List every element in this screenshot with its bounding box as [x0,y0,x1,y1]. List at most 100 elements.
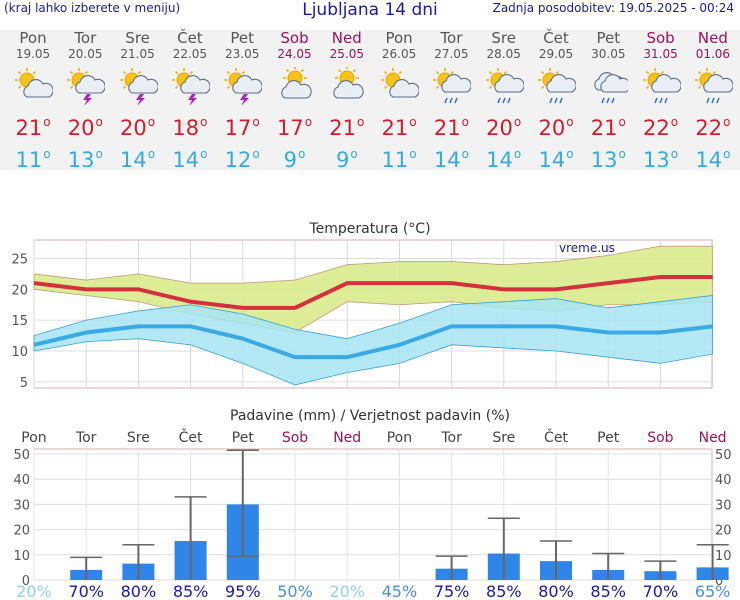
max-temperature: 21o [329,115,365,140]
max-temperature: 20o [120,115,156,140]
day-date: 24.05 [277,47,312,61]
day-column: Tor 27.05 21o 14o [425,30,477,173]
max-temperature: 22o [695,115,731,140]
max-temperature: 17o [276,115,313,140]
precip-probability-label: 70% [68,582,104,600]
precip-probability-label: 85% [590,582,626,600]
day-name: Pon [19,29,47,47]
min-temperature: 11o [15,147,51,172]
y-tick-label-right: 30 [715,498,732,513]
day-column: Ned 01.06 22o 14o [687,30,739,173]
day-date: 21.05 [120,47,155,61]
y-tick-label: 25 [11,253,28,268]
min-temperature: 13o [590,147,626,172]
sun-rain-icon [530,67,582,104]
precip-day-label: Sre [127,430,150,446]
day-name: Ned [697,29,728,47]
max-temperature: 21o [433,115,469,140]
min-temperature: 14o [172,147,208,172]
precip-day-label: Sob [282,430,308,446]
max-temperature: 21o [381,115,417,140]
y-tick-label: 10 [11,345,28,360]
sun-cloud-icon [7,67,59,103]
sun-thunderstorm-icon [112,67,164,106]
precip-probability-label: 80% [121,582,157,600]
precip-probability-label: 75% [434,582,470,600]
day-date: 23.05 [225,47,260,61]
max-temperature: 21o [15,115,51,140]
day-name: Čet [177,29,203,47]
location-menu-hint[interactable]: (kraj lahko izberete v meniju) [4,1,181,15]
day-date: 27.05 [434,47,469,61]
last-updated: Zadnja posodobitev: 19.05.2025 - 00:24 [492,1,734,15]
precip-day-label: Čet [179,428,203,446]
precip-day-label: Pet [232,430,255,446]
day-date: 01.06 [695,47,731,61]
y-tick-label: 20 [13,524,30,539]
min-temperature: 13o [643,147,679,172]
precip-day-label: Sre [492,430,515,446]
day-name: Pon [385,29,413,47]
sun-rain-icon [425,67,477,104]
max-temperature: 21o [590,115,626,140]
max-temperature: 22o [643,115,679,140]
max-temperature-line [33,275,713,310]
min-temperature: 12o [224,147,260,172]
min-temperature-line [33,324,713,360]
min-temperature: 14o [486,147,522,172]
precip-day-label: Pet [597,430,620,446]
day-column: Pet 30.05 21o 13o [582,30,634,173]
precip-probability-label: 45% [382,582,418,600]
day-column: Pon 19.05 21o 11o [7,30,59,173]
precip-probability-label: 65% [695,582,731,600]
sun-thunderstorm-icon [216,67,268,106]
cloud-sun-icon [321,66,373,103]
precip-probability-label: 80% [538,582,574,600]
precipitation-chart-title: Padavine (mm) / Verjetnost padavin (%) [230,408,510,424]
min-temperature: 14o [120,147,156,172]
precip-probability-label: 20% [16,582,52,600]
y-tick-label: 20 [11,283,28,298]
watermark: vreme.us [559,241,615,255]
sun-thunderstorm-icon [164,67,216,106]
y-tick-label-right: 50 [715,448,732,463]
y-tick-label: 0 [22,574,30,589]
day-name: Čet [543,29,569,47]
day-column: Čet 29.05 20o 14o [530,30,582,173]
day-name: Sre [125,29,150,47]
precip-day-label: Ned [699,430,727,446]
precip-probability-label: 85% [173,582,209,600]
day-date: 22.05 [172,47,208,61]
day-name: Sob [280,29,309,47]
min-temperature: 11o [381,147,417,172]
max-temperature: 17o [224,115,260,140]
max-temperature: 20o [67,115,103,140]
day-date: 20.05 [68,47,103,61]
precip-day-label: Pon [387,430,412,446]
day-column: Sob 31.05 22o 13o [635,30,687,173]
y-tick-label-right: 40 [715,473,732,488]
daily-forecast-strip: Pon 19.05 21o 11o Tor 20.05 20o 13o Sre 21.05 20o 1… [0,29,740,173]
y-tick-label-right: 10 [715,549,732,564]
cloud-rain-icon [582,67,634,104]
precip-day-label: Pon [21,430,46,446]
max-temperature: 20o [486,115,522,140]
cloud-sun-icon [269,66,321,103]
day-date: 26.05 [381,47,417,61]
day-name: Sob [646,29,675,47]
temperature-chart-title: Temperatura (°C) [308,221,430,237]
sun-cloud-icon [373,67,425,103]
day-column: Ned 25.05 21o 9o [321,30,373,173]
day-column: Sob 24.05 17o 9o [269,30,321,173]
y-tick-label: 15 [11,314,28,329]
day-date: 19.05 [15,47,51,61]
day-date: 30.05 [591,47,626,61]
max-temperature: 20o [538,115,574,140]
sun-rain-icon [687,67,739,104]
min-temperature: 14o [433,147,469,172]
min-temperature: 9o [283,147,306,172]
precipitation-plot-area [33,448,713,581]
y-tick-label: 50 [13,448,30,463]
header: (kraj lahko izberete v meniju) Ljubljana… [0,0,740,22]
min-temperature: 13o [67,147,103,172]
